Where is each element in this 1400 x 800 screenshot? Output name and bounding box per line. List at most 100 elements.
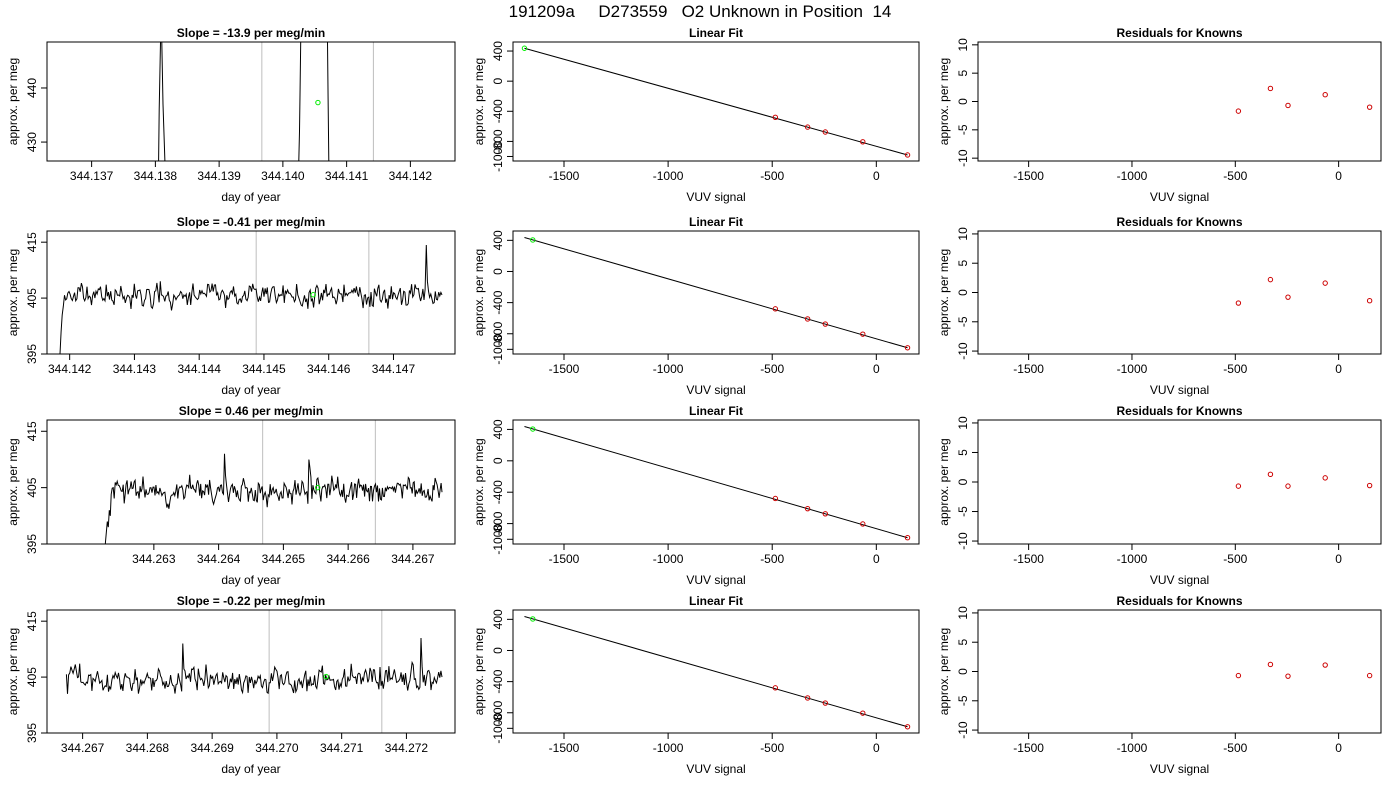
- y-tick-label: -5: [956, 506, 970, 517]
- unknown-point: [530, 616, 536, 622]
- page-title: 191209a D273559 O2 Unknown in Position 1…: [508, 2, 892, 21]
- known-point: [860, 521, 866, 527]
- y-axis-label: approx. per meg: [937, 628, 951, 715]
- plot-frame: [977, 230, 1382, 355]
- x-tick-label: 344.271: [320, 741, 364, 755]
- fit-line: [524, 47, 908, 156]
- known-point: [1322, 92, 1328, 98]
- x-axis-label: VUV signal: [686, 383, 745, 397]
- known-point: [1366, 104, 1373, 110]
- known-point: [1322, 662, 1328, 668]
- known-point: [1366, 298, 1373, 304]
- unknown-point: [530, 426, 536, 432]
- chart-title: Linear Fit: [689, 594, 743, 608]
- x-tick-label: -1000: [653, 741, 684, 755]
- chart-title: Slope = -0.41 per meg/min: [177, 215, 325, 229]
- y-tick-label: 0: [491, 647, 505, 654]
- chart-panel-10: Slope = -0.22 per meg/min day of year appr…: [6, 594, 456, 776]
- series-line-1: [65, 637, 443, 695]
- chart-title: Linear Fit: [689, 26, 743, 40]
- y-tick-label: -5: [956, 316, 970, 327]
- x-tick-label: -500: [1223, 362, 1247, 376]
- x-tick-label: 344.139: [197, 169, 241, 183]
- y-tick-label: -1000: [491, 713, 505, 744]
- x-axis-label: VUV signal: [686, 573, 745, 587]
- y-tick-label: -10: [956, 721, 970, 739]
- chart-panel-11: Linear Fit VUV signal approx. per meg -1500…: [472, 594, 920, 776]
- y-tick-label: -1000: [491, 141, 505, 172]
- plot-frame: [512, 230, 920, 355]
- chart-title: Linear Fit: [689, 215, 743, 229]
- y-tick-label: -800: [491, 700, 505, 724]
- y-tick-label: 10: [956, 38, 970, 52]
- known-point: [1267, 85, 1274, 92]
- x-tick-label: -1000: [1117, 552, 1148, 566]
- x-tick-label: -1500: [549, 552, 580, 566]
- known-point: [1235, 108, 1242, 114]
- x-axis-label: day of year: [221, 190, 280, 204]
- y-axis-label: approx. per meg: [472, 249, 486, 336]
- x-tick-label: -1000: [1117, 169, 1148, 183]
- x-axis-label: VUV signal: [1150, 762, 1209, 776]
- y-tick-label: -800: [491, 511, 505, 535]
- known-point: [1235, 672, 1242, 679]
- plot-frame: [977, 419, 1382, 545]
- series-line-1: [104, 453, 443, 544]
- x-axis-label: day of year: [221, 573, 280, 587]
- x-tick-label: -1500: [1013, 169, 1044, 183]
- x-tick-label: -500: [760, 362, 784, 376]
- x-tick-label: 344.142: [48, 362, 92, 376]
- y-tick-label: 400: [491, 230, 505, 250]
- fit-line: [524, 236, 908, 349]
- x-tick-label: -1500: [1013, 552, 1044, 566]
- chart-panel-3: Residuals for Knowns VUV signal approx. pe…: [937, 26, 1382, 204]
- x-tick-label: 344.144: [177, 362, 221, 376]
- chart-panel-1: Slope = -13.9 per meg/min day of year appr…: [6, 26, 456, 204]
- y-tick-label: 0: [491, 457, 505, 464]
- series-line-1: [158, 42, 166, 161]
- known-point: [904, 345, 911, 351]
- x-tick-label: 344.269: [190, 741, 234, 755]
- y-tick-label: -800: [491, 129, 505, 153]
- x-axis-label: VUV signal: [1150, 383, 1209, 397]
- y-tick-label: 5: [956, 449, 970, 456]
- known-point: [1322, 280, 1328, 286]
- unknown-point: [315, 484, 321, 491]
- x-tick-label: -500: [760, 169, 784, 183]
- x-tick-label: 344.263: [132, 552, 176, 566]
- x-axis-label: VUV signal: [686, 762, 745, 776]
- y-axis-label: approx. per meg: [472, 438, 486, 525]
- chart-title: Slope = -13.9 per meg/min: [177, 26, 325, 40]
- x-tick-label: -500: [1223, 552, 1247, 566]
- known-point: [772, 114, 779, 121]
- known-point: [822, 511, 829, 517]
- chart-panel-2: Linear Fit VUV signal approx. per meg -1500…: [472, 26, 920, 204]
- chart-title: Slope = -0.22 per meg/min: [177, 594, 325, 608]
- known-point: [772, 685, 779, 691]
- known-point: [1235, 300, 1242, 306]
- x-tick-label: 344.272: [385, 741, 429, 755]
- known-point: [860, 331, 866, 337]
- y-tick-label: 10: [956, 227, 970, 241]
- x-axis-label: VUV signal: [1150, 573, 1209, 587]
- x-tick-label: -1000: [1117, 741, 1148, 755]
- plot-frame: [512, 419, 920, 545]
- unknown-point: [521, 45, 528, 51]
- y-tick-label: 405: [25, 667, 39, 687]
- x-tick-label: -1500: [1013, 362, 1044, 376]
- y-tick-label: 0: [491, 78, 505, 85]
- chart-panel-9: Residuals for Knowns VUV signal approx. pe…: [937, 404, 1382, 587]
- y-tick-label: -400: [491, 290, 505, 314]
- x-tick-label: -1000: [653, 362, 684, 376]
- y-tick-label: 0: [956, 668, 970, 675]
- known-point: [1285, 294, 1291, 300]
- known-point: [904, 152, 911, 158]
- x-tick-label: 344.267: [61, 741, 105, 755]
- y-tick-label: -10: [956, 149, 970, 167]
- x-tick-label: 0: [1335, 552, 1342, 566]
- y-axis-label: approx. per meg: [937, 438, 951, 525]
- series-line-1: [59, 244, 443, 354]
- plot-frame: [512, 41, 920, 162]
- x-tick-label: -1000: [653, 169, 684, 183]
- known-point: [860, 710, 866, 716]
